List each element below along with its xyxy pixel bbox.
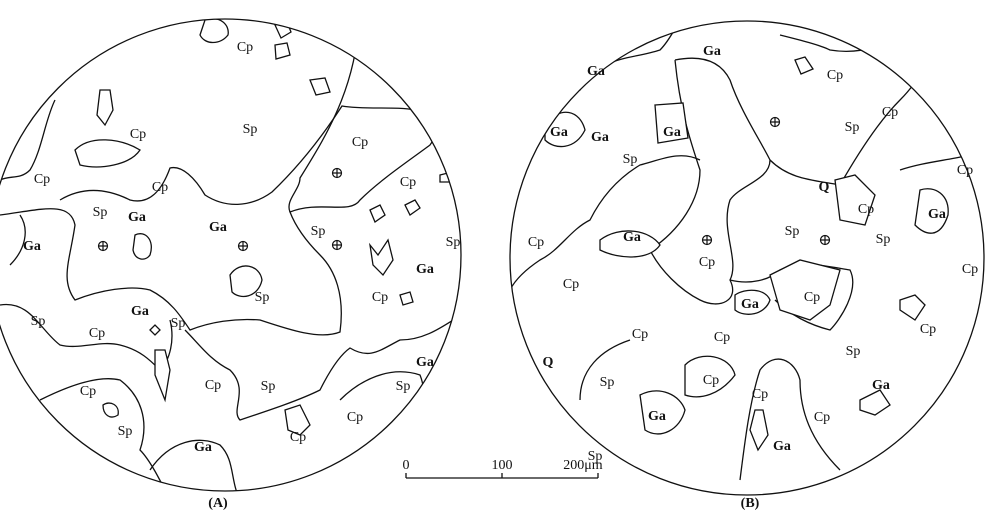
scale-label: 0 — [403, 458, 410, 473]
mineral-label: Ga — [194, 440, 212, 455]
mineral-label: Ga — [128, 210, 146, 225]
mineral-label: Ga — [928, 207, 946, 222]
mineral-label: Ga — [209, 220, 227, 235]
mineral-label: Sp — [446, 235, 461, 250]
mineral-label: Cp — [34, 172, 50, 187]
mineral-label: Ga — [741, 297, 759, 312]
mineral-label: Sp — [255, 290, 270, 305]
mineral-label: Ga — [550, 125, 568, 140]
mineral-label: Cp — [80, 384, 96, 399]
mineral-label: Sp — [588, 449, 603, 464]
mineral-label: Cp — [814, 410, 830, 425]
mineral-label: Ga — [587, 64, 605, 79]
mineral-label: Sp — [846, 344, 861, 359]
mineral-label: Ga — [703, 44, 721, 59]
mineral-label: Ga — [648, 409, 666, 424]
mineral-label: Ga — [623, 230, 641, 245]
mineral-label: Cp — [827, 68, 843, 83]
mineral-label: Ga — [416, 355, 434, 370]
mineral-label: Sp — [171, 316, 186, 331]
mineral-label: Cp — [528, 235, 544, 250]
mineral-label: Cp — [89, 326, 105, 341]
mineral-label: Q — [819, 180, 830, 195]
panel-a-grains — [0, 0, 470, 500]
mineral-label: Cp — [372, 290, 388, 305]
mineral-label: Cp — [152, 180, 168, 195]
mineral-label: Cp — [858, 202, 874, 217]
mineral-label: Cp — [957, 163, 973, 178]
mineral-label: Sp — [31, 314, 46, 329]
mineral-label: Sp — [845, 120, 860, 135]
mineral-label: Sp — [261, 379, 276, 394]
mineral-label: Sp — [93, 205, 108, 220]
mineral-label: Cp — [237, 40, 253, 55]
mineral-label: Sp — [396, 379, 411, 394]
mineral-label: Ga — [663, 125, 681, 140]
scale-bar: 0 100 200μm — [403, 458, 603, 478]
caption: (A) — [208, 496, 228, 511]
mineral-label: Cp — [347, 410, 363, 425]
mineral-label: Cp — [882, 105, 898, 120]
mineral-label: Ga — [773, 439, 791, 454]
mineral-label: Ga — [23, 239, 41, 254]
panel-b-grains — [510, 0, 985, 480]
mineral-label: Cp — [962, 262, 978, 277]
mineral-label: Sp — [876, 232, 891, 247]
mineral-label: Cp — [352, 135, 368, 150]
mineral-label: Cp — [400, 175, 416, 190]
mineral-label: Ga — [131, 304, 149, 319]
figure: 0 100 200μm (A) (B) CpCpSpCpCpCpCpSpGaGa… — [0, 0, 988, 515]
mineral-label: Cp — [632, 327, 648, 342]
mineral-label: Sp — [623, 152, 638, 167]
caption: (B) — [741, 496, 760, 511]
mineral-label: Cp — [920, 322, 936, 337]
panel-b-outline — [510, 21, 984, 495]
mineral-label: Cp — [563, 277, 579, 292]
mineral-label: Cp — [699, 255, 715, 270]
mineral-label: Cp — [703, 373, 719, 388]
mineral-label: Ga — [872, 378, 890, 393]
mineral-label: Cp — [752, 387, 768, 402]
mineral-label: Cp — [290, 430, 306, 445]
mineral-label: Sp — [600, 375, 615, 390]
mineral-label: Ga — [591, 130, 609, 145]
scale-label: 100 — [492, 458, 513, 473]
mineral-label: Q — [543, 355, 554, 370]
mineral-label: Sp — [311, 224, 326, 239]
mineral-label: Cp — [130, 127, 146, 142]
mineral-label: Sp — [118, 424, 133, 439]
mineral-label: Cp — [804, 290, 820, 305]
mineral-label: Cp — [205, 378, 221, 393]
mineral-label: Cp — [714, 330, 730, 345]
mineral-label: Ga — [416, 262, 434, 277]
mineral-label: Sp — [243, 122, 258, 137]
mineral-label: Sp — [785, 224, 800, 239]
